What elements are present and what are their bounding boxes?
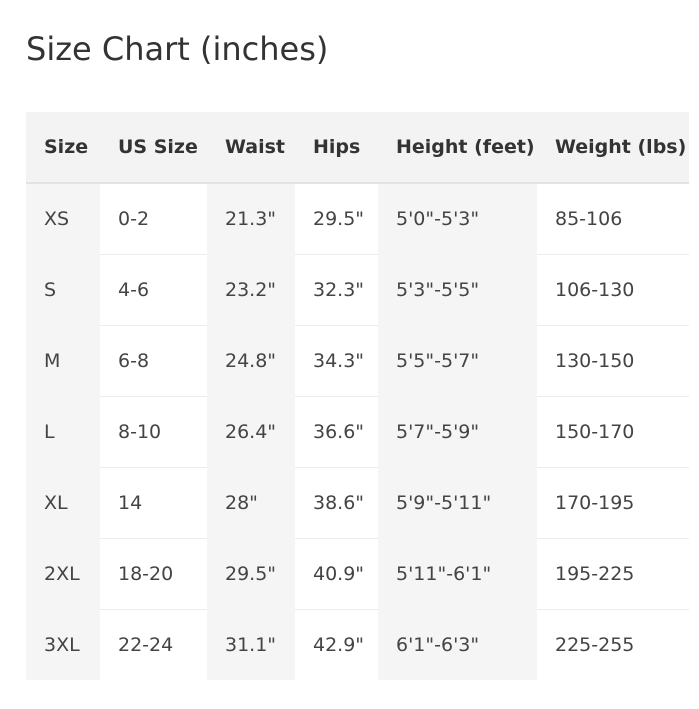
table-cell: S: [26, 254, 100, 326]
table-cell: 0-2: [100, 183, 207, 255]
header-cell: Waist: [207, 112, 295, 184]
header-cell: Weight (lbs): [537, 112, 689, 184]
table-cell: 5'5"-5'7": [378, 325, 537, 397]
table-cell: 6'1"-6'3": [378, 609, 537, 680]
table-cell: 106-130: [537, 254, 689, 326]
table-cell: 28": [207, 467, 295, 539]
table-cell: 40.9": [295, 538, 378, 610]
table-cell: 2XL: [26, 538, 100, 610]
table-cell: L: [26, 396, 100, 468]
table-cell: 32.3": [295, 254, 378, 326]
header-row: Size US Size Waist Hips Height (feet) Weight …: [26, 112, 689, 184]
table-cell: 5'3"-5'5": [378, 254, 537, 326]
table-cell: 34.3": [295, 325, 378, 397]
table-cell: 6-8: [100, 325, 207, 397]
table-row: 2XL 18-20 29.5" 40.9" 5'11"-6'1" 195-225: [26, 538, 689, 610]
header-cell: Height (feet): [378, 112, 537, 184]
table-cell: 170-195: [537, 467, 689, 539]
table-row: XS 0-2 21.3" 29.5" 5'0"-5'3" 85-106: [26, 183, 689, 255]
table-cell: 22-24: [118, 634, 174, 656]
table-cell: 4-6: [100, 254, 207, 326]
header-cell: Size: [26, 112, 100, 184]
table-cell: 42.9": [313, 634, 365, 656]
header-cell: US Size: [100, 112, 207, 184]
table-row: XL 14 28" 38.6" 5'9"-5'11" 170-195: [26, 467, 689, 539]
table-cell: 18-20: [100, 538, 207, 610]
table-row: S 4-6 23.2" 32.3" 5'3"-5'5" 106-130: [26, 254, 689, 326]
page-title: Size Chart (inches): [26, 30, 329, 68]
table-cell: 3XL: [26, 609, 100, 680]
table-cell: 36.6": [295, 396, 378, 468]
size-table: Size US Size Waist Hips Height (feet) Weight …: [26, 112, 689, 680]
table-cell: 29.5": [207, 538, 295, 610]
table-cell: 31.1": [207, 609, 295, 680]
table-cell: 5'9"-5'11": [378, 467, 537, 539]
table-cell: 150-170: [537, 396, 689, 468]
table-cell: 14: [100, 467, 207, 539]
table-cell: M: [26, 325, 100, 397]
table-cell: 29.5": [295, 183, 378, 255]
table-header: Size US Size Waist Hips Height (feet) Weight …: [26, 112, 689, 184]
table-cell: 5'0"-5'3": [378, 183, 537, 255]
table-cell: 21.3": [207, 183, 295, 255]
table-cell: 85-106: [537, 183, 689, 255]
table-cell: 195-225: [537, 538, 689, 610]
table-cell: 5'7"-5'9": [378, 396, 537, 468]
table-row: 3XL 22-24 31.1" 42.9" 6'1"-6'3" 225-255: [26, 609, 689, 680]
table-cell: 24.8": [207, 325, 295, 397]
table-cell: 225-255: [555, 634, 635, 656]
table-cell: 38.6": [295, 467, 378, 539]
table-cell: XS: [26, 183, 100, 255]
header-cell: Hips: [295, 112, 378, 184]
table-body: XS 0-2 21.3" 29.5" 5'0"-5'3" 85-106 S 4-6 23.2" 3…: [26, 183, 689, 680]
table-row: M 6-8 24.8" 34.3" 5'5"-5'7" 130-150: [26, 325, 689, 397]
table-cell: 8-10: [100, 396, 207, 468]
table-cell: XL: [26, 467, 100, 539]
table-cell: 26.4": [207, 396, 295, 468]
table-cell: 23.2": [207, 254, 295, 326]
table-row: L 8-10 26.4" 36.6" 5'7"-5'9" 150-170: [26, 396, 689, 468]
table-cell: 5'11"-6'1": [378, 538, 537, 610]
table-cell: 130-150: [537, 325, 689, 397]
